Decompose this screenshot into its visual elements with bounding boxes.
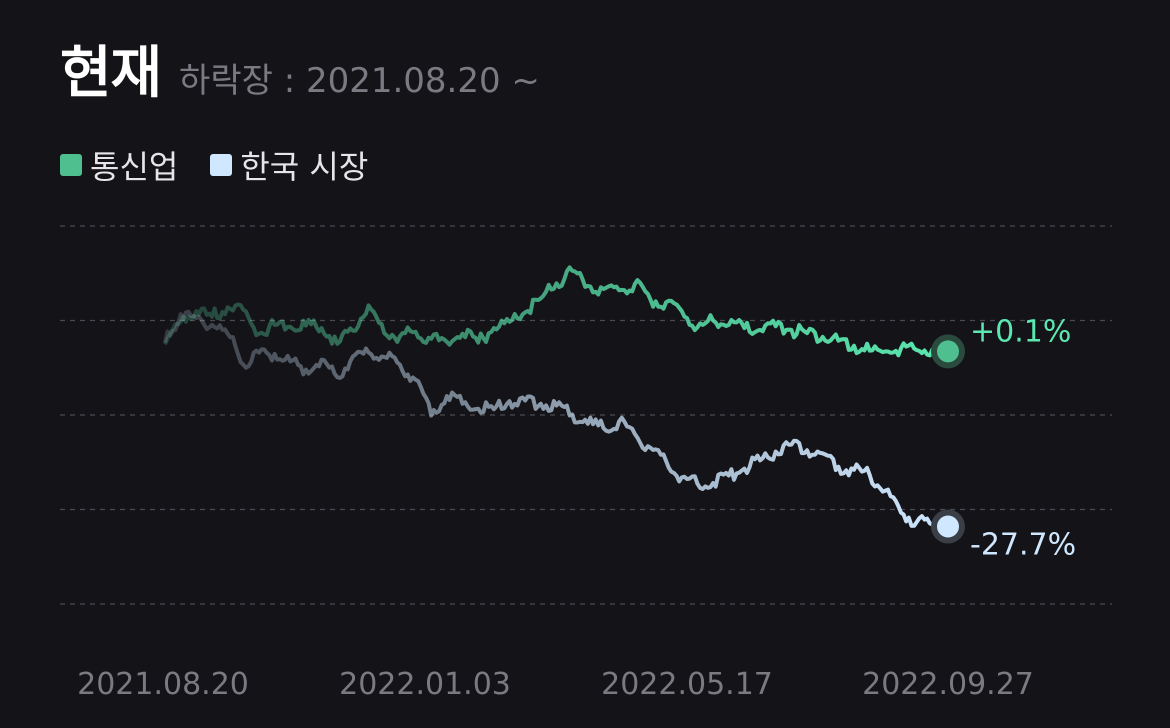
gridlines [60,225,1112,605]
end-marker-market [937,515,959,538]
end-marker-sector [937,340,959,363]
chart-header: 현재 하락장 : 2021.08.20 ~ [60,28,540,109]
page-title: 현재 [60,41,162,106]
x-tick-label: 2022.09.27 [862,667,1034,702]
end-label-sector: +0.1% [970,314,1071,349]
series-line-sector [163,265,949,358]
legend-item-sector: 통신업 [60,142,178,188]
legend-swatch-sector [60,154,82,176]
period-subtitle: 하락장 : 2021.08.20 ~ [179,61,540,101]
end-markers: +0.1% -27.7% [931,314,1076,563]
legend-label-sector: 통신업 [90,148,179,186]
legend-swatch-market [210,154,233,176]
series-lines [163,265,949,529]
x-axis-ticks: 2021.08.20 2022.01.03 2022.05.17 2022.09.27 [77,667,1034,702]
x-tick-label: 2021.08.20 [77,667,249,702]
legend-item-market: 한국 시장 [210,142,368,188]
legend: 통신업 한국 시장 [60,142,400,188]
legend-label-market: 한국 시장 [240,148,369,186]
series-line-market [163,309,949,529]
end-label-market: -27.7% [970,528,1076,563]
x-tick-label: 2022.01.03 [339,667,511,702]
x-tick-label: 2022.05.17 [601,667,773,702]
